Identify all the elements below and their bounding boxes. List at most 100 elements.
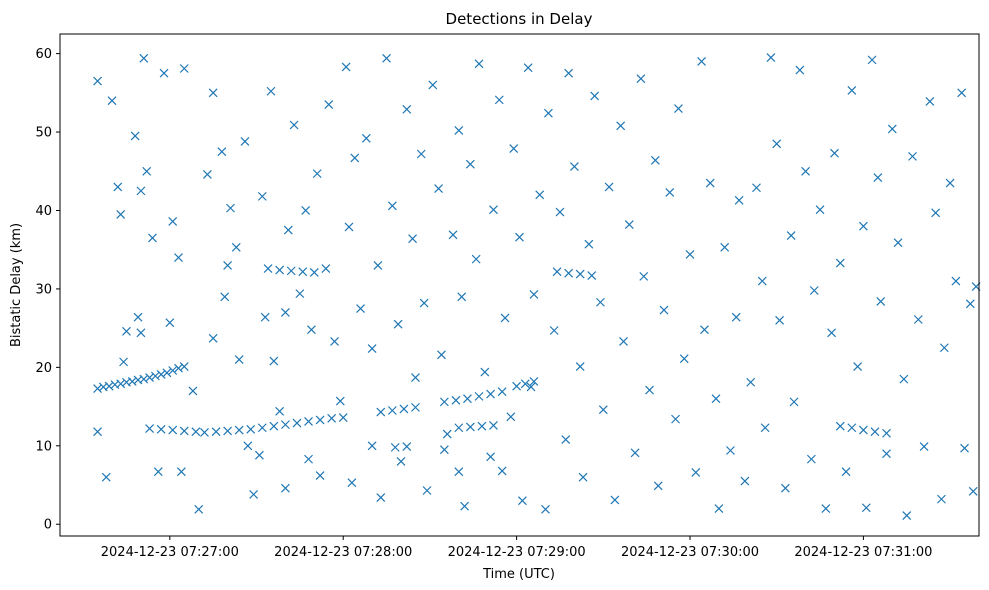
data-point — [411, 402, 420, 412]
data-point — [509, 144, 519, 153]
data-point — [674, 104, 683, 113]
data-point — [148, 233, 157, 243]
data-point — [145, 424, 155, 433]
data-point — [179, 362, 189, 371]
data-point — [280, 308, 290, 317]
data-point — [373, 260, 383, 270]
data-point — [679, 354, 689, 364]
data-point — [789, 397, 799, 407]
data-point — [714, 504, 724, 513]
data-point — [454, 423, 464, 433]
data-point — [497, 466, 507, 476]
data-point — [731, 312, 741, 322]
data-point — [231, 242, 241, 252]
data-point — [136, 186, 146, 196]
data-point — [376, 407, 386, 417]
data-point — [382, 53, 391, 63]
data-point — [587, 271, 597, 281]
data-point — [517, 496, 527, 506]
data-point — [957, 88, 967, 98]
data-point — [569, 162, 579, 171]
data-point — [179, 64, 189, 73]
data-point — [584, 239, 594, 249]
data-point — [223, 260, 233, 270]
data-point — [240, 137, 250, 146]
data-point — [280, 420, 290, 430]
data-point — [806, 454, 816, 464]
data-point — [543, 108, 553, 118]
data-point — [908, 151, 917, 161]
data-point — [604, 182, 614, 192]
data-point — [853, 362, 863, 371]
data-point — [659, 305, 669, 315]
data-point — [309, 268, 319, 277]
data-point — [217, 147, 227, 157]
data-point — [968, 486, 978, 496]
data-point — [419, 298, 429, 308]
x-tick-label: 2024-12-23 07:28:00 — [274, 545, 412, 560]
data-point — [344, 222, 354, 232]
data-point — [254, 450, 264, 460]
data-point — [347, 478, 357, 488]
data-point — [376, 493, 386, 502]
data-point — [590, 91, 600, 101]
data-point — [639, 271, 649, 281]
data-point — [937, 494, 946, 504]
data-point — [500, 313, 510, 323]
data-point — [841, 467, 851, 477]
data-point — [321, 264, 331, 273]
data-point — [119, 357, 129, 367]
data-point — [260, 312, 270, 322]
data-point — [575, 362, 585, 371]
data-point — [529, 289, 539, 299]
data-point — [471, 254, 481, 264]
data-point — [847, 86, 857, 95]
y-tick-label: 50 — [35, 126, 52, 141]
data-point — [176, 467, 186, 477]
data-point — [564, 268, 574, 278]
y-tick-label: 40 — [35, 204, 52, 219]
data-point — [685, 249, 695, 259]
data-point — [705, 178, 715, 188]
data-point — [529, 377, 539, 386]
data-point — [289, 120, 299, 130]
data-point — [752, 183, 761, 193]
data-point — [168, 425, 178, 435]
data-point — [780, 483, 790, 493]
data-point — [451, 395, 461, 405]
data-point — [454, 467, 464, 477]
data-point — [350, 153, 360, 163]
plot-frame — [59, 33, 980, 537]
data-point — [535, 190, 545, 200]
data-point — [269, 356, 279, 366]
data-point — [174, 253, 183, 262]
data-point — [619, 337, 628, 346]
data-point — [139, 374, 149, 384]
data-point — [211, 427, 221, 437]
data-point — [960, 443, 969, 453]
data-point — [292, 418, 302, 428]
data-point — [549, 326, 559, 335]
data-point — [416, 149, 426, 159]
data-point — [330, 337, 339, 346]
data-point — [107, 96, 117, 106]
data-point — [208, 333, 218, 343]
data-point — [847, 423, 857, 433]
data-point — [226, 203, 235, 213]
data-point — [653, 481, 663, 491]
data-point — [234, 425, 244, 435]
data-point — [801, 166, 811, 176]
data-point — [448, 230, 458, 240]
x-tick-label: 2024-12-23 07:27:00 — [101, 545, 239, 560]
data-point — [162, 368, 172, 378]
data-point — [486, 452, 496, 462]
data-point — [390, 442, 400, 452]
y-tick-label: 0 — [44, 518, 52, 533]
data-point — [700, 325, 709, 335]
data-point — [356, 304, 365, 313]
data-point — [697, 57, 706, 66]
data-point — [145, 373, 155, 382]
data-point — [142, 166, 152, 176]
data-point — [457, 292, 467, 302]
